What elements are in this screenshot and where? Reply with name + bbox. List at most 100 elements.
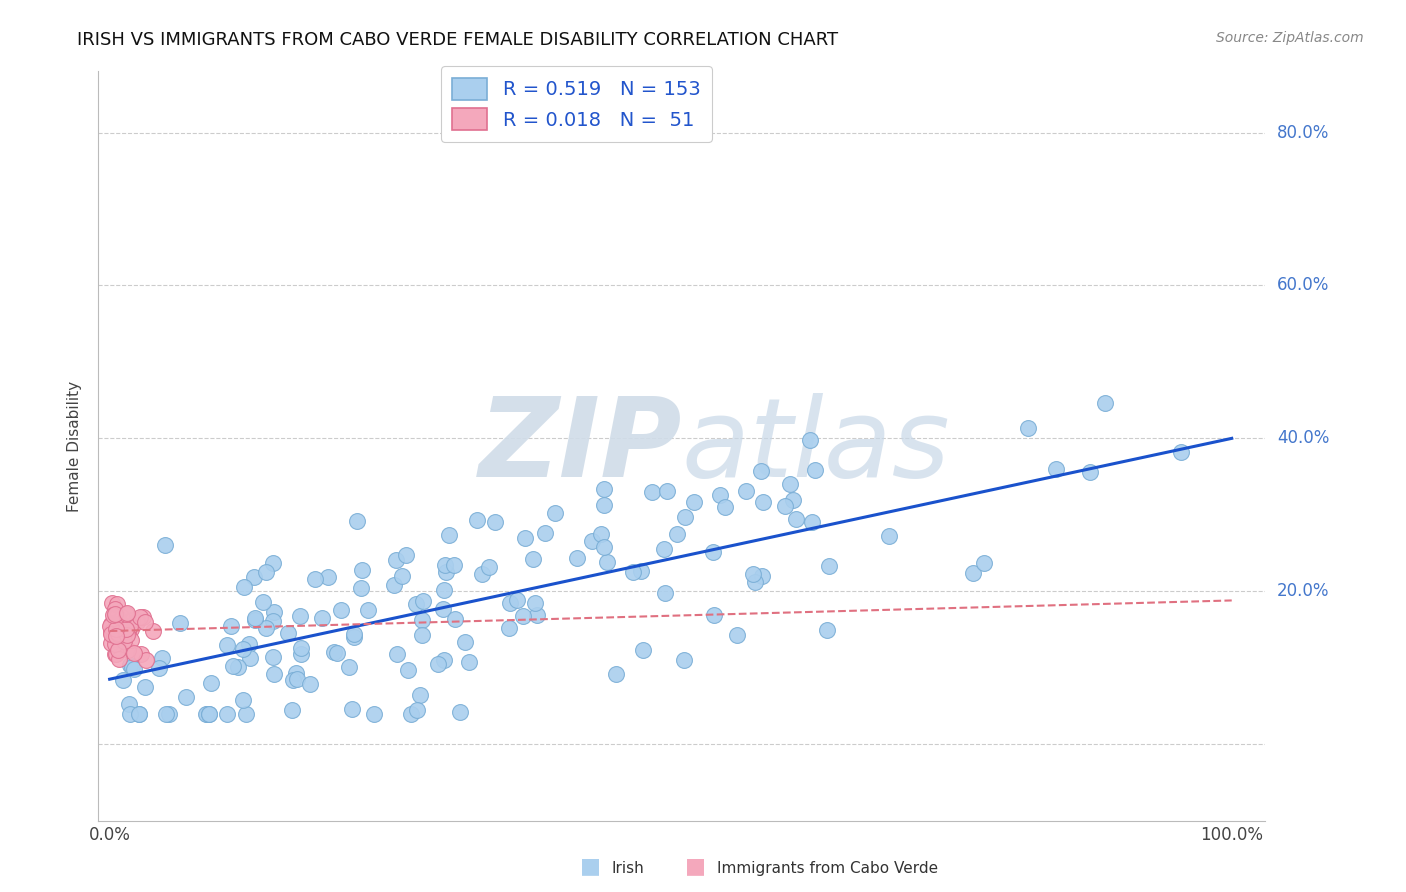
Point xyxy=(343,626,366,640)
Point xyxy=(512,609,534,624)
Point xyxy=(318,570,340,584)
Point xyxy=(254,622,277,636)
Point xyxy=(412,594,434,608)
Point xyxy=(105,640,128,655)
Point xyxy=(337,660,360,674)
Point xyxy=(120,706,142,721)
Point xyxy=(169,616,191,631)
Point xyxy=(751,569,773,583)
Point xyxy=(962,566,984,580)
Point xyxy=(817,559,839,574)
Text: 40.0%: 40.0% xyxy=(1277,429,1330,448)
Point xyxy=(118,658,141,673)
Point xyxy=(630,564,652,578)
Point xyxy=(346,515,368,529)
Point xyxy=(233,580,256,594)
Point xyxy=(157,706,180,721)
Point xyxy=(605,667,627,681)
Point xyxy=(665,526,688,541)
Point xyxy=(115,628,138,642)
Point xyxy=(804,463,827,477)
Point xyxy=(263,666,285,681)
Text: IRISH VS IMMIGRANTS FROM CABO VERDE FEMALE DISABILITY CORRELATION CHART: IRISH VS IMMIGRANTS FROM CABO VERDE FEMA… xyxy=(77,31,838,49)
Text: 60.0%: 60.0% xyxy=(1277,277,1330,294)
Point xyxy=(340,702,363,716)
Point xyxy=(122,662,145,676)
Point xyxy=(782,492,804,507)
Point xyxy=(288,608,311,623)
Legend: R = 0.519   N = 153, R = 0.018   N =  51: R = 0.519 N = 153, R = 0.018 N = 51 xyxy=(440,66,713,142)
Point xyxy=(673,509,696,524)
Point xyxy=(592,541,614,555)
Point xyxy=(641,485,664,500)
Point xyxy=(129,610,152,624)
Point xyxy=(125,613,148,627)
Point xyxy=(242,570,264,584)
Point xyxy=(714,500,737,514)
Point xyxy=(785,512,807,526)
Point xyxy=(285,672,308,686)
Point xyxy=(238,637,260,651)
Point xyxy=(105,608,128,623)
Point xyxy=(457,655,479,669)
Point xyxy=(232,642,254,657)
Point xyxy=(104,607,127,621)
Point xyxy=(434,565,457,579)
Point xyxy=(543,506,565,520)
Point xyxy=(409,689,432,703)
Point xyxy=(245,613,267,627)
Point xyxy=(104,647,127,661)
Point xyxy=(104,606,127,620)
Point xyxy=(323,645,346,659)
Point xyxy=(434,558,457,572)
Point xyxy=(117,624,139,639)
Point xyxy=(433,653,456,667)
Point xyxy=(395,548,418,562)
Point xyxy=(385,647,408,661)
Point xyxy=(104,622,127,636)
Point xyxy=(198,706,221,721)
Point xyxy=(433,583,456,598)
Point xyxy=(101,615,124,630)
Point xyxy=(215,706,238,721)
Point xyxy=(478,560,501,574)
Point xyxy=(709,488,731,502)
Point xyxy=(363,706,385,721)
Point xyxy=(779,476,801,491)
Text: Immigrants from Cabo Verde: Immigrants from Cabo Verde xyxy=(717,861,938,876)
Point xyxy=(108,652,131,666)
Point xyxy=(589,526,612,541)
Point xyxy=(115,622,138,636)
Point xyxy=(98,619,121,633)
Point xyxy=(499,596,522,610)
Point xyxy=(454,634,477,648)
Point xyxy=(621,565,644,579)
Point xyxy=(134,615,156,629)
Point xyxy=(405,597,427,611)
Point xyxy=(150,651,173,665)
Point xyxy=(330,603,353,617)
Point xyxy=(399,706,422,721)
Point xyxy=(277,626,299,640)
Point xyxy=(222,658,245,673)
Point xyxy=(128,706,150,721)
Text: 80.0%: 80.0% xyxy=(1277,123,1330,142)
Point xyxy=(567,551,589,566)
Point xyxy=(221,619,243,633)
Point xyxy=(200,676,222,690)
Point xyxy=(104,629,127,643)
Point xyxy=(443,558,465,573)
Point xyxy=(432,602,454,616)
Point xyxy=(592,498,614,512)
Point xyxy=(117,643,139,657)
Point xyxy=(427,657,450,671)
Point xyxy=(125,615,148,629)
Point xyxy=(673,653,696,667)
Point xyxy=(652,541,675,556)
Point xyxy=(526,607,548,622)
Point xyxy=(263,605,285,619)
Point xyxy=(111,673,134,688)
Point xyxy=(513,531,536,545)
Point xyxy=(100,624,122,639)
Point xyxy=(773,499,796,513)
